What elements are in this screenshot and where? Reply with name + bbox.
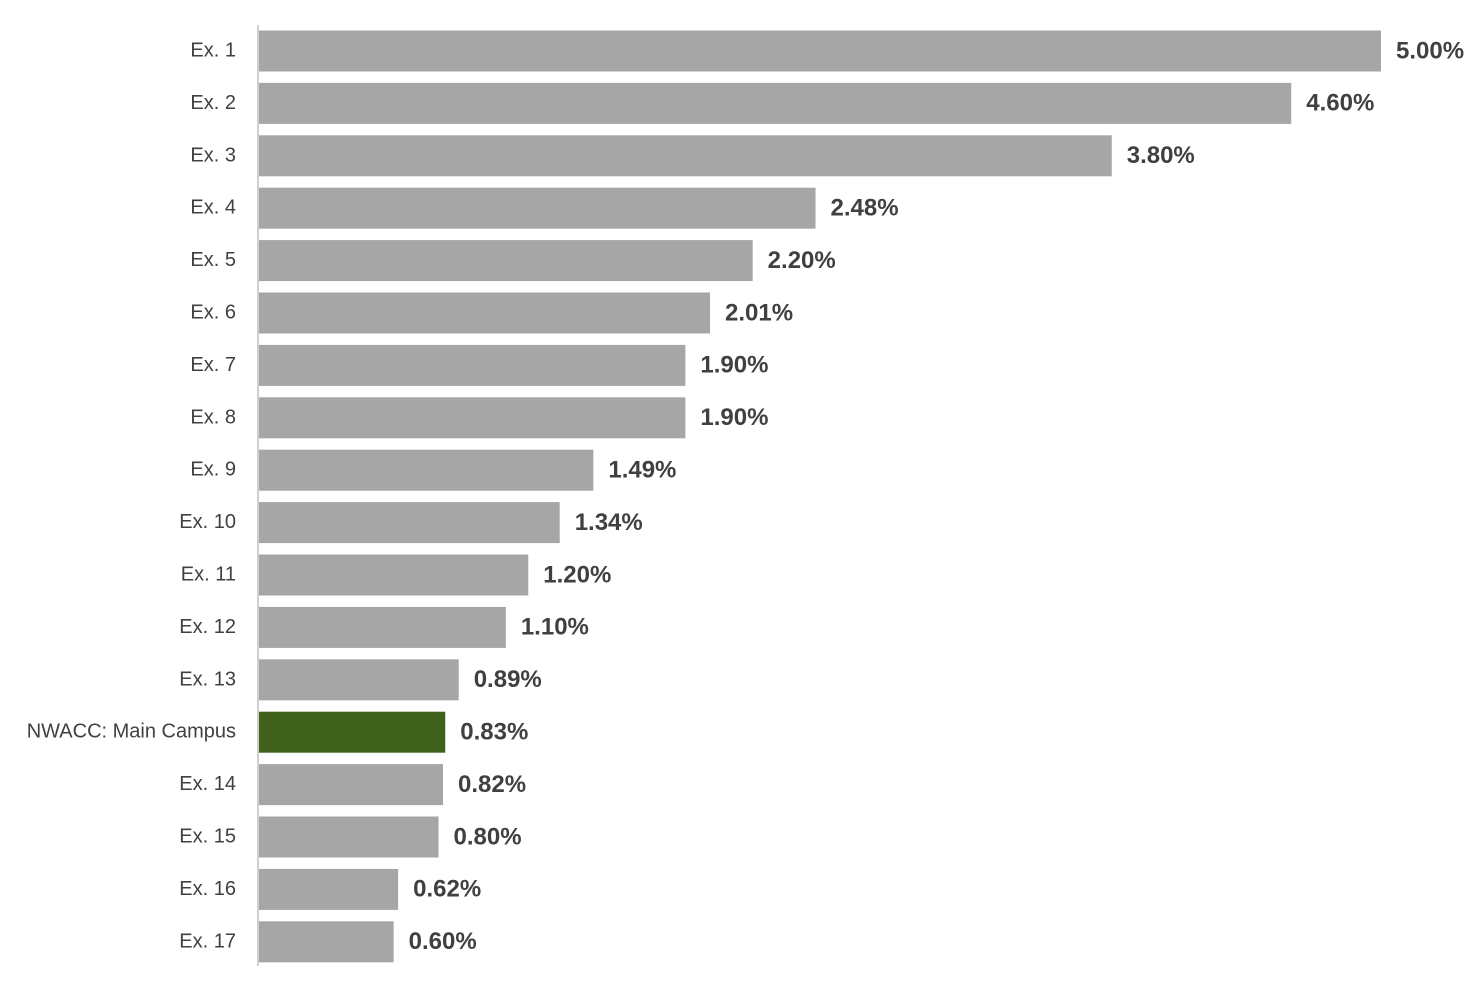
category-label: Ex. 3 [190,144,236,166]
value-label: 0.89% [474,666,542,693]
bar [259,816,439,858]
value-label: 1.90% [700,404,768,431]
bar [259,868,399,910]
bar [259,292,711,334]
value-label: 0.80% [454,823,522,850]
value-label: 1.49% [608,457,676,484]
value-label: 0.83% [460,719,528,746]
category-label: NWACC: Main Campus [27,721,236,743]
category-label: Ex. 7 [190,354,236,376]
category-label: Ex. 11 [181,563,236,585]
value-label: 4.60% [1306,90,1374,117]
category-label: Ex. 9 [190,459,236,481]
category-label: Ex. 12 [179,616,236,638]
category-label: Ex. 5 [190,249,236,271]
category-label: Ex. 6 [190,301,236,323]
value-label: 1.10% [521,614,589,641]
value-label: 3.80% [1127,142,1195,169]
value-label: 0.82% [458,771,526,798]
bar [259,606,506,648]
category-label: Ex. 14 [179,773,236,795]
category-label: Ex. 17 [179,930,236,952]
bar [259,344,686,386]
value-label: 0.60% [409,928,477,955]
category-label: Ex. 13 [179,668,236,690]
category-label: Ex. 15 [179,825,236,847]
bar [259,240,753,282]
category-label: Ex. 8 [190,406,236,428]
bar [259,659,459,701]
value-label: 0.62% [413,876,481,903]
bar [259,82,1292,124]
bar [259,187,816,229]
category-label: Ex. 10 [179,511,236,533]
value-label: 2.48% [831,195,899,222]
bar [259,502,560,544]
bar [259,397,686,439]
category-label: Ex. 16 [179,878,236,900]
value-label: 1.20% [543,561,611,588]
bar [259,135,1112,177]
category-label: Ex. 1 [190,39,236,61]
bar [259,554,529,596]
value-label: 2.20% [768,247,836,274]
bar [259,449,594,491]
bar [259,764,444,806]
value-label: 1.90% [700,352,768,379]
value-label: 2.01% [725,299,793,326]
bar [259,921,394,963]
value-label: 5.00% [1396,37,1464,64]
bar [259,711,446,753]
value-label: 1.34% [575,509,643,536]
category-label: Ex. 4 [190,197,236,219]
category-label: Ex. 2 [190,92,236,114]
bar [259,30,1381,72]
